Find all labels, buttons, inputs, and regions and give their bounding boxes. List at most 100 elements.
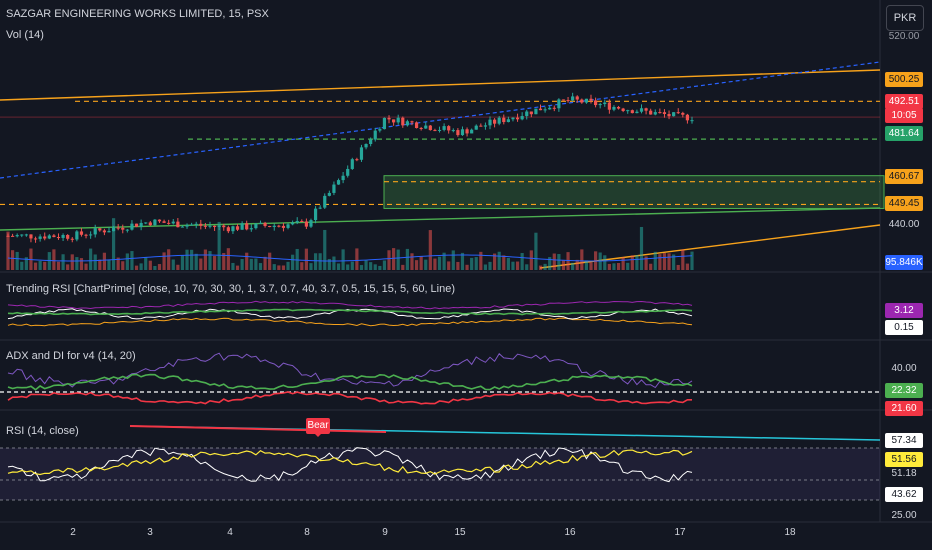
candle-body — [612, 106, 616, 110]
candle-body — [428, 125, 432, 131]
candle-body — [121, 227, 125, 230]
rsi-line — [7, 447, 693, 483]
candle-body — [153, 219, 157, 226]
volume-bar — [465, 264, 469, 270]
volume-bar — [515, 261, 520, 270]
candle-body — [139, 222, 143, 227]
candle-body — [497, 117, 501, 124]
volume-bar — [107, 259, 111, 270]
candle-body — [359, 147, 364, 160]
candle-body — [538, 108, 543, 111]
candle-body — [644, 108, 648, 111]
volume-bar — [603, 255, 607, 270]
chart-title: SAZGAR ENGINEERING WORKS LIMITED, 15, PS… — [6, 8, 269, 20]
candle-body — [676, 112, 680, 114]
volume-bar — [153, 265, 157, 270]
volume-bar — [130, 251, 134, 270]
bear-signal-label: Bear — [306, 418, 330, 437]
volume-bar — [222, 253, 226, 270]
candle-body — [134, 223, 139, 227]
volume-bar — [217, 221, 221, 270]
volume-bar — [373, 264, 377, 270]
volume-bar — [245, 252, 249, 270]
volume-bar — [575, 259, 579, 270]
candle-body — [580, 99, 584, 103]
candle-body — [167, 222, 171, 224]
volume-bar — [405, 248, 409, 270]
candle-body — [66, 234, 70, 239]
candle-body — [685, 114, 690, 121]
volume-bar — [203, 249, 207, 270]
candle-body — [226, 227, 230, 232]
candle-body — [130, 223, 134, 230]
volume-bar — [20, 261, 24, 270]
time-axis-tick: 17 — [674, 527, 686, 538]
candle-body — [401, 117, 405, 126]
candle-body — [75, 231, 79, 240]
volume-bar — [589, 262, 593, 270]
volume-bar — [47, 252, 51, 270]
volume-bar — [639, 226, 644, 270]
volume-bar — [442, 252, 446, 270]
volume-bar — [212, 256, 217, 270]
volume-bar — [672, 254, 676, 270]
candle-body — [162, 221, 166, 223]
candle-body — [245, 223, 249, 230]
price-axis-label: 449.45 — [885, 196, 923, 211]
volume-bar — [263, 256, 267, 270]
volume-bar — [249, 258, 253, 270]
candle-body — [456, 130, 460, 136]
candle-body — [594, 100, 598, 106]
volume-bar — [447, 261, 451, 270]
volume-bar — [483, 264, 488, 270]
candle-body — [621, 108, 625, 112]
candle-body — [373, 130, 377, 140]
blue-trendline — [0, 61, 881, 179]
candle-body — [571, 96, 575, 101]
volume-bar — [369, 262, 373, 270]
volume-bar — [61, 254, 65, 270]
candle-body — [658, 112, 662, 114]
candle-body — [653, 112, 657, 115]
price-top-label: 520.00 — [888, 31, 920, 42]
currency-button[interactable]: PKR — [886, 5, 924, 31]
volume-bar — [89, 248, 93, 270]
volume-bar — [548, 257, 552, 270]
volume-bar — [134, 265, 139, 270]
volume-bar — [75, 257, 79, 270]
candle-body — [300, 221, 304, 223]
candle-body — [346, 168, 350, 176]
time-axis-tick: 15 — [454, 527, 466, 538]
trending-rsi-axis-label: 3.12 — [885, 303, 923, 318]
candle-body — [460, 129, 465, 136]
candle-body — [424, 125, 428, 129]
candle-body — [447, 126, 451, 131]
volume-bar — [566, 252, 570, 270]
candle-body — [291, 222, 295, 225]
time-axis-tick: 4 — [227, 527, 233, 538]
volume-bar — [534, 232, 538, 270]
volume-bar — [630, 255, 634, 270]
candle-body — [20, 234, 24, 236]
candle-body — [52, 235, 56, 238]
volume-bar — [254, 258, 258, 270]
volume-bar — [506, 257, 510, 270]
volume-bar — [626, 262, 630, 270]
candle-body — [93, 228, 97, 235]
candle-body — [327, 192, 331, 196]
price-axis-label: 460.67 — [885, 169, 923, 184]
volume-bar — [346, 264, 350, 270]
candle-body — [584, 98, 589, 103]
volume-bar — [378, 265, 382, 270]
di-minus-line — [7, 391, 692, 405]
volume-bar — [258, 263, 263, 270]
volume-bar — [690, 251, 694, 270]
candle-body — [180, 226, 185, 228]
candle-body — [626, 110, 630, 112]
rsi-axis-label: 43.62 — [885, 487, 923, 502]
volume-bar — [557, 254, 561, 270]
candle-body — [598, 104, 602, 106]
volume-bar — [644, 256, 648, 270]
candle-body — [506, 119, 510, 123]
